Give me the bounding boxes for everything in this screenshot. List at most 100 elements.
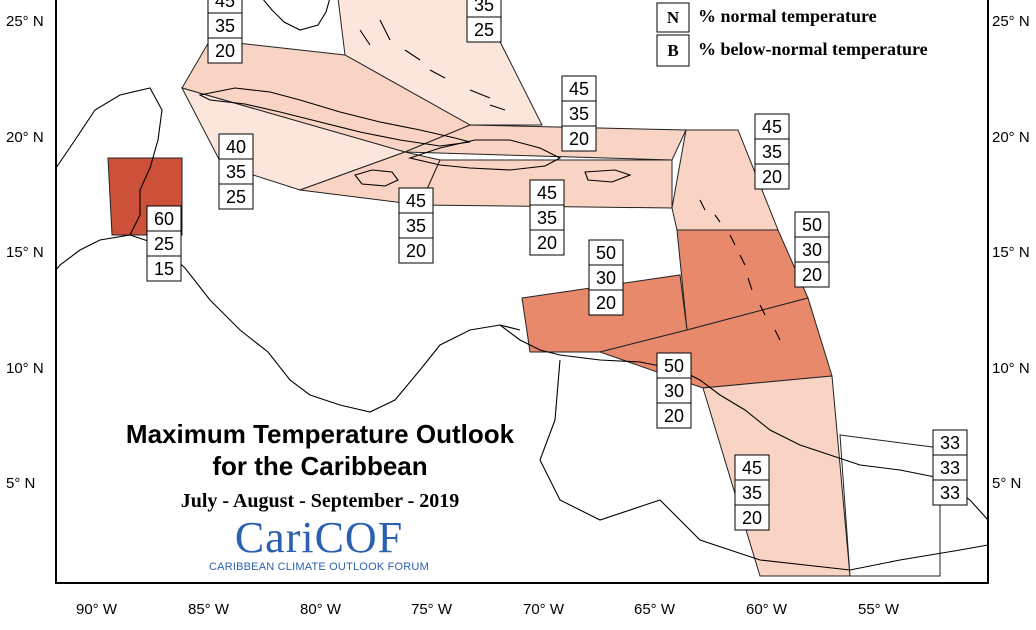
lat-label-15-right: 15° N [992,244,1030,261]
prob-value: 35 [226,162,246,182]
prob-cell [466,16,502,43]
prob-cell [561,125,597,152]
legend-key-box-n [656,2,690,33]
lat-label-10-right: 10° N [992,360,1030,377]
prob-cell [207,37,243,64]
prob-value: 33 [940,458,960,478]
prob-value: 50 [664,356,684,376]
prob-value: 20 [802,265,822,285]
prob-box-belize: 60 25 15 [146,205,182,282]
prob-value: 30 [664,381,684,401]
prob-cell [656,402,692,429]
prob-value: 30 [802,240,822,260]
prob-value: 20 [537,233,557,253]
prob-cell [561,75,597,102]
prob-value: 35 [762,142,782,162]
caricof-logo-subtitle: CARIBBEAN CLIMATE OUTLOOK FORUM [209,561,429,573]
prob-value: 35 [742,483,762,503]
prob-value: 25 [474,20,494,40]
prob-value: 25 [154,234,174,254]
prob-value: 45 [569,79,589,99]
prob-box-suriname-french-guiana: 33 33 33 [932,429,968,506]
prob-cell [932,429,968,456]
lon-label-60: 60° W [746,601,788,618]
prob-value: 35 [537,208,557,228]
prob-value: 20 [596,293,616,313]
map-title-line2: for the Caribbean [212,451,428,481]
prob-box-windward: 50 30 20 [794,211,830,288]
probability-boxes: 4535203525403525602515453520453520453520… [146,0,968,531]
prob-value: 35 [474,0,494,15]
lat-label-5-right: 5° N [992,475,1021,492]
lat-label-25-right: 25° N [992,13,1030,30]
lon-label-75: 75° W [411,601,453,618]
prob-cell [734,454,770,481]
prob-box-hispaniola-south: 45 35 20 [529,179,565,256]
caricof-logo-wordmark: CariCOF [234,513,404,562]
prob-value: 50 [802,215,822,235]
prob-value: 45 [762,117,782,137]
latitude-labels-left: 25° N 20° N 15° N 10° N 5° N [6,13,44,492]
prob-value: 33 [940,433,960,453]
legend-label-below: % below-normal temperature [698,39,928,59]
prob-cell [932,479,968,506]
lon-label-90: 90° W [76,601,118,618]
prob-value: 20 [569,129,589,149]
probability-zones [107,0,941,577]
prob-value: 35 [215,16,235,36]
lat-label-10-left: 10° N [6,360,44,377]
map-title-line1: Maximum Temperature Outlook [125,419,515,449]
prob-box-leeward: 45 35 20 [754,113,790,190]
prob-cell [146,230,182,257]
prob-value: 30 [596,268,616,288]
prob-cell [398,187,434,214]
lat-label-20-right: 20° N [992,129,1030,146]
prob-cell [588,289,624,316]
prob-value: 33 [940,483,960,503]
prob-value: 60 [154,209,174,229]
prob-value: 20 [406,241,426,261]
prob-cell [218,158,254,185]
prob-cell [529,229,565,256]
longitude-labels: 90° W 85° W 80° W 75° W 70° W 65° W 60° … [76,601,900,618]
prob-value: 20 [742,508,762,528]
lon-label-80: 80° W [300,601,342,618]
prob-value: 40 [226,137,246,157]
legend-label-normal: % normal temperature [698,6,877,26]
lon-label-55: 55° W [858,601,900,618]
prob-box-trinidad: 50 30 20 [656,352,692,429]
prob-cell [656,352,692,379]
prob-cell [588,264,624,291]
latitude-labels-right: 25° N 20° N 15° N 10° N 5° N [992,13,1030,492]
prob-box-hispaniola-north: 45 35 20 [561,75,597,152]
prob-value: 45 [215,0,235,11]
lat-label-15-left: 15° N [6,244,44,261]
lon-label-85: 85° W [188,601,230,618]
prob-box-cayman-west-cuba: 40 35 25 [218,133,254,210]
prob-cell [146,255,182,282]
prob-cell [218,183,254,210]
legend-key-b: B [667,41,678,60]
lat-label-25-left: 25° N [6,13,44,30]
prob-box-jamaica: 45 35 20 [398,187,434,264]
prob-value: 20 [215,41,235,61]
prob-value: 35 [569,104,589,124]
prob-box-guyana: 45 35 20 [734,454,770,531]
prob-box-cuba: 45 35 20 [215,0,235,61]
prob-cell [754,163,790,190]
caricof-logo: CariCOF CARIBBEAN CLIMATE OUTLOOK FORUM [203,513,435,574]
prob-value: 25 [226,187,246,207]
prob-cell [734,479,770,506]
prob-cell [754,138,790,165]
legend-key-n: N [667,8,680,27]
zone-suriname [839,434,941,577]
prob-cell [734,504,770,531]
prob-value: 15 [154,259,174,279]
map-title: Maximum Temperature Outlook for the Cari… [60,418,580,482]
legend-key-box-b [656,34,690,67]
lon-label-65: 65° W [634,601,676,618]
prob-cell [794,236,830,263]
prob-cell [398,212,434,239]
